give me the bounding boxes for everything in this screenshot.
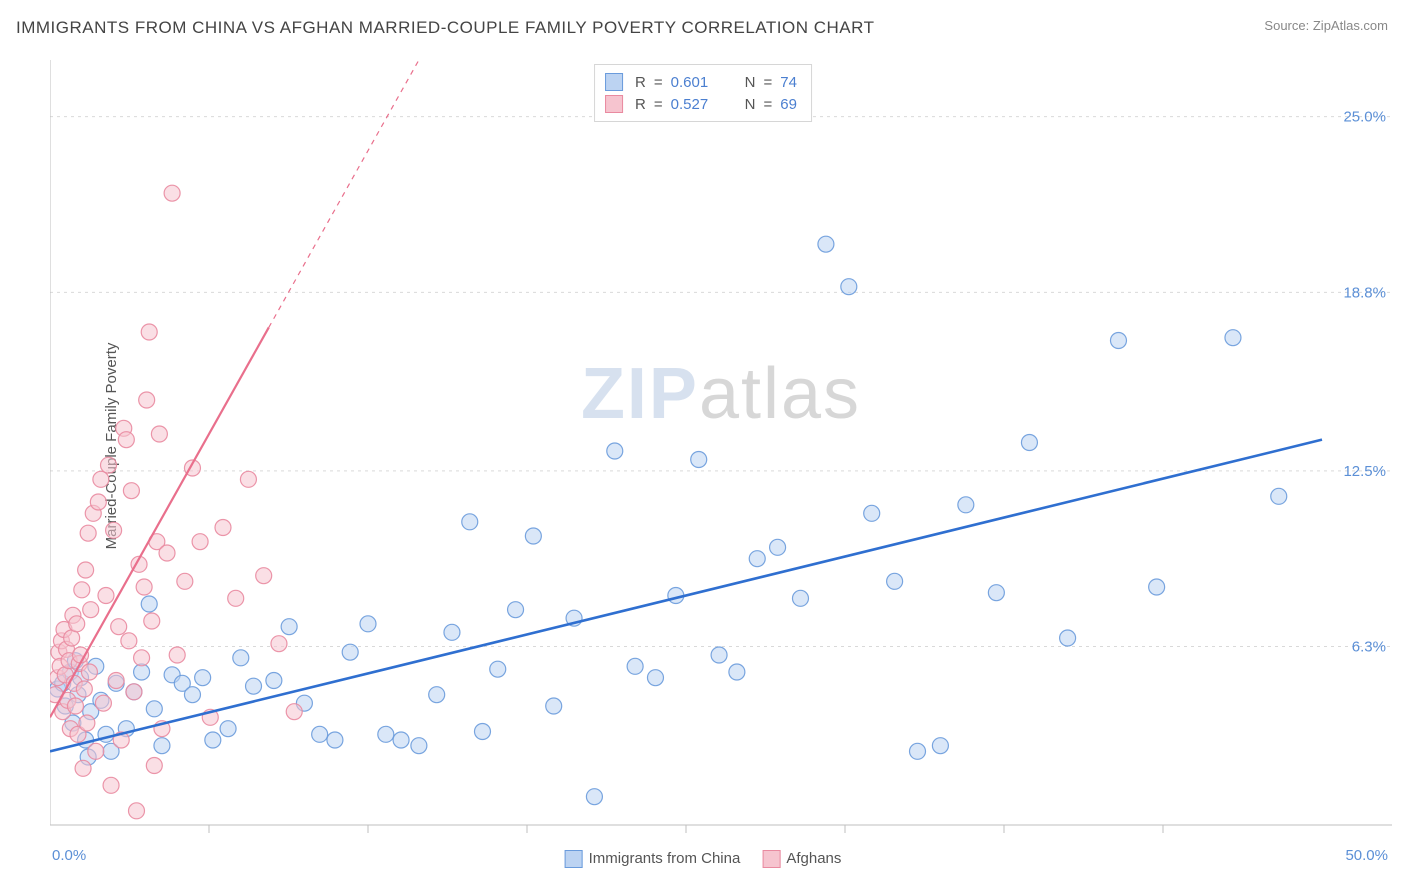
svg-text:18.8%: 18.8% — [1343, 284, 1386, 301]
legend-series: Immigrants from China Afghans — [565, 850, 842, 868]
correlation-chart: IMMIGRANTS FROM CHINA VS AFGHAN MARRIED-… — [0, 0, 1406, 892]
source-label: Source: — [1264, 18, 1309, 33]
legend-series-name: Afghans — [786, 850, 841, 867]
legend-R-value: 0.527 — [671, 96, 723, 113]
legend-series-item: Immigrants from China — [565, 850, 741, 868]
legend-swatch — [605, 95, 623, 113]
legend-series-name: Immigrants from China — [589, 850, 741, 867]
chart-title: IMMIGRANTS FROM CHINA VS AFGHAN MARRIED-… — [16, 18, 874, 38]
legend-R-label: R — [635, 74, 646, 91]
legend-N-label: N — [745, 96, 756, 113]
legend-N-value: 74 — [780, 74, 797, 91]
source-attribution: Source: ZipAtlas.com — [1264, 18, 1388, 33]
plot-svg: 6.3% 12.5% 18.8% 25.0% — [50, 60, 1392, 837]
legend-eq: = — [654, 74, 663, 91]
x-tick-max: 50.0% — [1345, 847, 1388, 864]
legend-stat-row: R = 0.527 N = 69 — [605, 93, 797, 115]
svg-text:25.0%: 25.0% — [1343, 109, 1386, 126]
legend-stat-row: R = 0.601 N = 74 — [605, 71, 797, 93]
legend-N-value: 69 — [780, 96, 797, 113]
plot-area: ZIPatlas 6.3%12.5%18.8%25.0% — [50, 60, 1392, 837]
source-value: ZipAtlas.com — [1313, 18, 1388, 33]
svg-text:6.3%: 6.3% — [1352, 639, 1386, 656]
legend-stats: R = 0.601 N = 74 R = 0.527 N = 69 — [594, 64, 812, 122]
legend-series-item: Afghans — [762, 850, 841, 868]
legend-eq: = — [654, 96, 663, 113]
legend-swatch — [762, 850, 780, 868]
svg-text:12.5%: 12.5% — [1343, 463, 1386, 480]
legend-eq2: = — [764, 74, 773, 91]
legend-eq2: = — [764, 96, 773, 113]
x-tick-min: 0.0% — [52, 847, 86, 864]
legend-N-label: N — [745, 74, 756, 91]
legend-R-label: R — [635, 96, 646, 113]
legend-swatch — [605, 73, 623, 91]
legend-swatch — [565, 850, 583, 868]
legend-R-value: 0.601 — [671, 74, 723, 91]
